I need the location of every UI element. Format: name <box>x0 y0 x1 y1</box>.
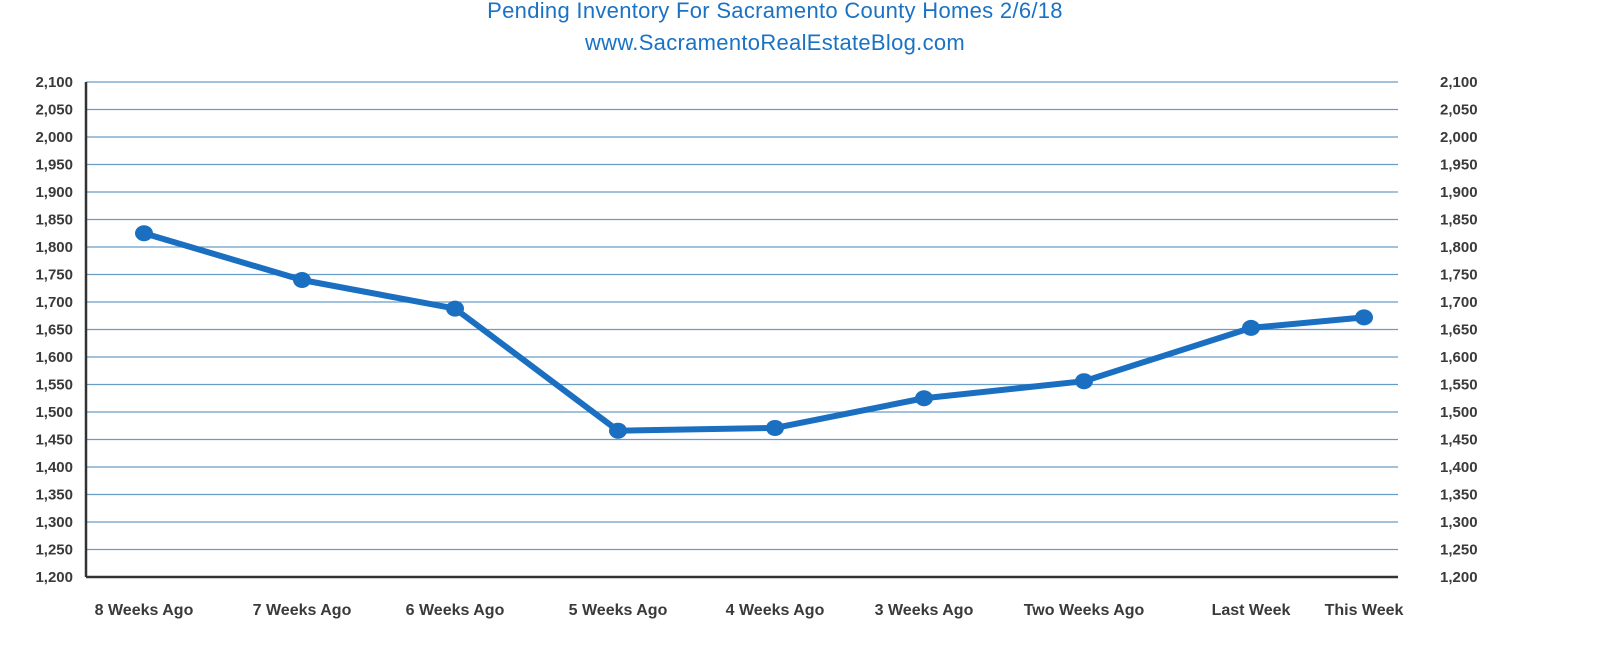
x-axis-labels: 8 Weeks Ago 7 Weeks Ago 6 Weeks Ago 5 Weeks… <box>95 602 1404 619</box>
x-tick-label: 5 Weeks Ago <box>569 602 668 619</box>
x-tick-label: This Week <box>1325 602 1404 619</box>
x-tick-label: Last Week <box>1212 602 1291 619</box>
y-tick-label-right: 1,900 <box>1440 184 1478 201</box>
y-tick-label-left: 1,350 <box>35 487 73 504</box>
data-point <box>135 225 153 242</box>
y-tick-label-right: 1,850 <box>1440 212 1478 229</box>
y-tick-label-left: 1,700 <box>35 294 73 311</box>
y-tick-label-right: 1,600 <box>1440 349 1478 366</box>
y-tick-label-left: 1,950 <box>35 157 73 174</box>
y-tick-label-left: 1,550 <box>35 377 73 394</box>
y-tick-label-right: 1,300 <box>1440 514 1478 531</box>
y-tick-label-left: 1,250 <box>35 542 73 559</box>
data-point <box>1075 373 1093 390</box>
data-point <box>1242 319 1260 336</box>
data-point <box>609 422 627 439</box>
y-tick-label-left: 1,400 <box>35 459 73 476</box>
grid-lines <box>86 81 1398 551</box>
y-tick-label-left: 1,500 <box>35 404 73 421</box>
x-tick-label: 4 Weeks Ago <box>726 602 825 619</box>
chart-subtitle: www.SacramentoRealEstateBlog.com <box>584 30 966 55</box>
y-tick-label-left: 2,050 <box>35 102 73 119</box>
y-axis-left-labels: 1,200 1,250 1,300 1,350 1,400 1,450 1,500 1,550… <box>35 74 73 586</box>
y-tick-label-left: 1,750 <box>35 267 73 284</box>
y-tick-label-left: 1,300 <box>35 514 73 531</box>
y-tick-label-left: 2,100 <box>35 74 73 91</box>
y-tick-label-right: 1,350 <box>1440 487 1478 504</box>
y-tick-label-right: 1,650 <box>1440 322 1478 339</box>
y-tick-label-right: 1,450 <box>1440 432 1478 449</box>
data-point <box>915 390 933 407</box>
y-tick-label-left: 1,850 <box>35 212 73 229</box>
axes <box>84 82 1398 579</box>
y-tick-label-left: 1,650 <box>35 322 73 339</box>
y-tick-label-left: 1,200 <box>35 569 73 586</box>
y-tick-label-left: 1,450 <box>35 432 73 449</box>
y-tick-label-right: 2,000 <box>1440 129 1478 146</box>
chart-title: Pending Inventory For Sacramento County … <box>487 0 1063 23</box>
y-tick-label-right: 1,950 <box>1440 157 1478 174</box>
y-tick-label-left: 1,800 <box>35 239 73 256</box>
data-point <box>446 300 464 317</box>
y-tick-label-left: 1,900 <box>35 184 73 201</box>
y-tick-label-right: 1,550 <box>1440 377 1478 394</box>
y-tick-label-left: 2,000 <box>35 129 73 146</box>
y-tick-label-right: 1,800 <box>1440 239 1478 256</box>
x-tick-label: Two Weeks Ago <box>1024 602 1145 619</box>
y-tick-label-right: 2,050 <box>1440 102 1478 119</box>
y-tick-label-left: 1,600 <box>35 349 73 366</box>
x-tick-label: 6 Weeks Ago <box>406 602 505 619</box>
y-tick-label-right: 1,750 <box>1440 267 1478 284</box>
x-tick-label: 8 Weeks Ago <box>95 602 194 619</box>
data-point <box>1355 309 1373 326</box>
y-tick-label-right: 1,200 <box>1440 569 1478 586</box>
y-tick-label-right: 1,500 <box>1440 404 1478 421</box>
data-point <box>293 272 311 288</box>
series-group <box>135 225 1373 439</box>
data-point <box>766 419 784 436</box>
y-tick-label-right: 1,250 <box>1440 542 1478 559</box>
series-line <box>141 230 1367 434</box>
y-tick-label-right: 1,400 <box>1440 459 1478 476</box>
x-tick-label: 7 Weeks Ago <box>253 602 352 619</box>
y-tick-label-right: 1,700 <box>1440 294 1478 311</box>
y-tick-label-right: 2,100 <box>1440 74 1478 91</box>
y-axis-right-labels: 1,200 1,250 1,300 1,350 1,400 1,450 1,500 1,550… <box>1440 74 1478 586</box>
x-tick-label: 3 Weeks Ago <box>875 602 974 619</box>
